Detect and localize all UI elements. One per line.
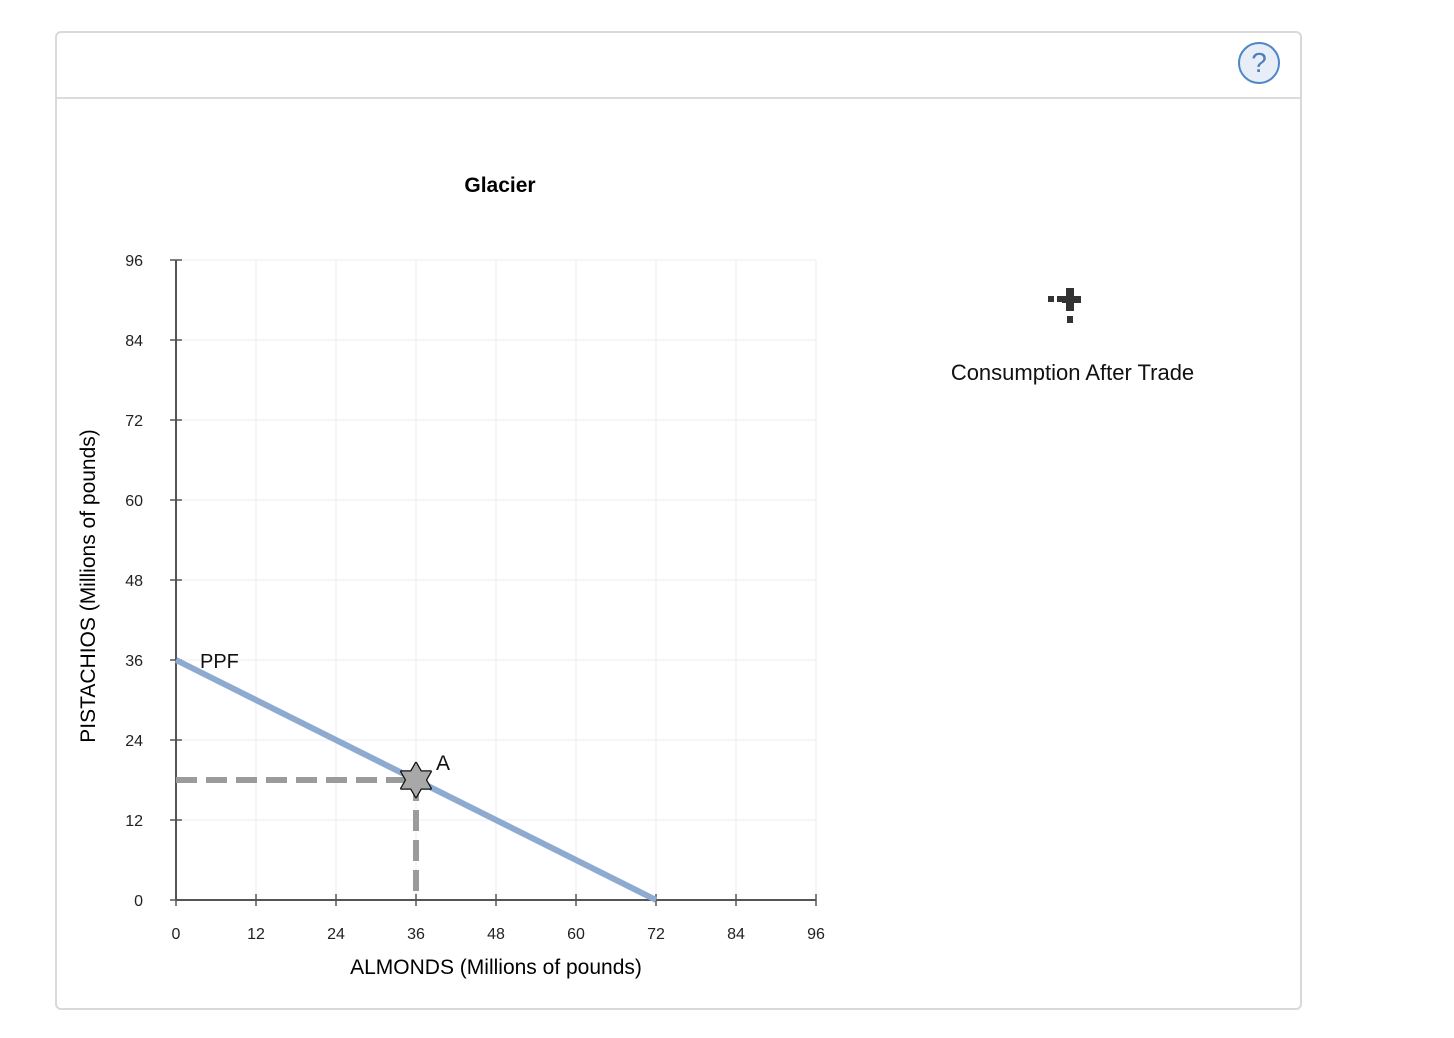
point-a-marker-fill (401, 771, 431, 797)
x-tick-label: 12 (247, 926, 265, 943)
x-tick-label: 96 (807, 926, 825, 943)
ppf-label: PPF (200, 651, 239, 673)
chart-title: Glacier (464, 174, 535, 197)
tool-label: Consumption After Trade (950, 360, 1195, 385)
y-tick-label: 84 (125, 333, 143, 350)
panel-header: ? (57, 33, 1300, 99)
y-tick-label: 36 (125, 653, 143, 670)
x-tick-label: 36 (407, 926, 425, 943)
y-tick-label: 24 (125, 733, 143, 750)
x-tick-label: 24 (327, 926, 345, 943)
graph-panel: ? (55, 31, 1302, 1010)
question-mark-icon: ? (1251, 47, 1267, 78)
y-tick-label: 12 (125, 813, 143, 830)
x-tick-label: 60 (567, 926, 585, 943)
y-tick-label: 60 (125, 493, 143, 510)
point-a-label: A (436, 752, 450, 775)
help-button[interactable]: ? (1238, 42, 1280, 84)
x-tick-label: 48 (487, 926, 505, 943)
x-axis-label: ALMONDS (Millions of pounds) (350, 956, 642, 979)
x-tick-label: 84 (727, 926, 745, 943)
y-axis-label: PISTACHIOS (Millions of pounds) (77, 429, 100, 743)
y-tick-label: 0 (134, 893, 143, 910)
x-tick-label: 72 (647, 926, 665, 943)
cross-plus-icon[interactable] (1046, 288, 1086, 328)
y-tick-label: 96 (125, 253, 143, 270)
x-tick-label: 0 (172, 926, 181, 943)
y-tick-label: 72 (125, 413, 143, 430)
y-tick-label: 48 (125, 573, 143, 590)
